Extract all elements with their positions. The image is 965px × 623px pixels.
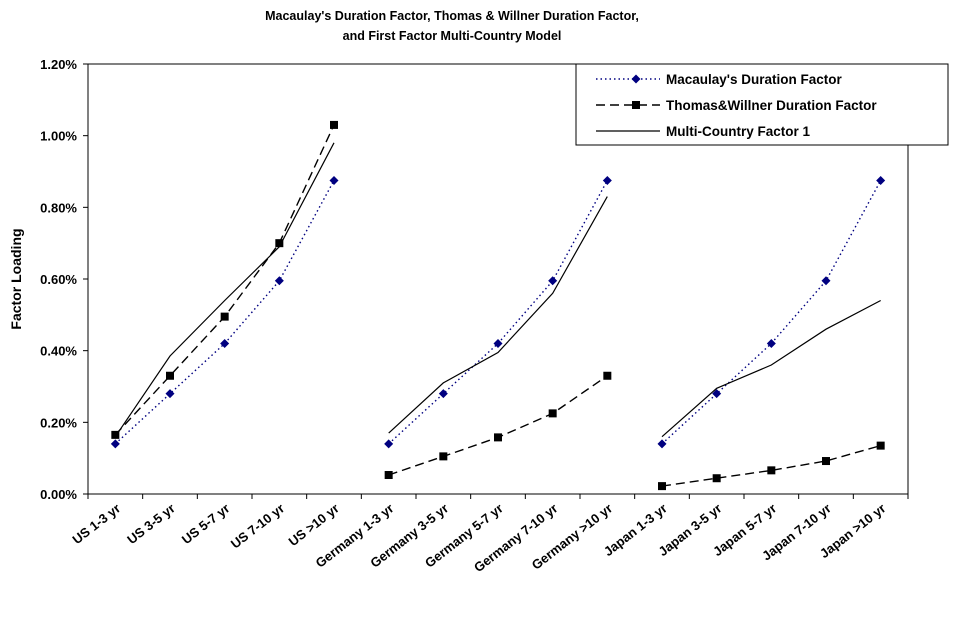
legend-item-thomas-willner: Thomas&Willner Duration Factor bbox=[596, 98, 877, 113]
data-point bbox=[439, 452, 448, 461]
legend-label-thomas-willner: Thomas&Willner Duration Factor bbox=[666, 98, 877, 113]
data-point bbox=[822, 457, 830, 466]
series-macaulay-s-duration-factor bbox=[110, 175, 886, 449]
legend-marker-diamond-icon bbox=[631, 74, 641, 84]
legend: Macaulay's Duration Factor Thomas&Willne… bbox=[575, 63, 949, 146]
series-line-segment bbox=[388, 375, 608, 476]
data-point bbox=[274, 276, 284, 286]
data-point bbox=[712, 389, 722, 399]
series-thomas-willner-duration-factor bbox=[111, 120, 885, 491]
data-point bbox=[603, 371, 612, 380]
y-tick-label: 0.20% bbox=[40, 415, 77, 430]
series-line-segment bbox=[661, 299, 881, 438]
data-point bbox=[220, 312, 229, 321]
chart-title-line1: Macaulay's Duration Factor, Thomas & Wil… bbox=[265, 9, 639, 23]
data-point bbox=[767, 466, 776, 475]
data-point bbox=[493, 339, 503, 348]
data-point bbox=[821, 276, 831, 286]
series-multi-country-factor-1 bbox=[114, 142, 881, 438]
data-point bbox=[275, 239, 284, 248]
data-point bbox=[657, 439, 667, 449]
y-tick-label: 0.80% bbox=[40, 200, 77, 215]
data-point bbox=[220, 339, 230, 348]
series-line-segment bbox=[388, 196, 608, 434]
chart-title-line2: and First Factor Multi-Country Model bbox=[343, 29, 562, 43]
series-line-segment bbox=[661, 444, 881, 487]
series-line-segment bbox=[114, 142, 335, 438]
data-point bbox=[110, 439, 120, 449]
series-line-segment bbox=[661, 180, 882, 445]
series-line-segment bbox=[114, 180, 335, 445]
data-point bbox=[494, 433, 502, 442]
y-tick-label: 0.60% bbox=[40, 272, 77, 287]
series-line-segment bbox=[388, 180, 608, 445]
data-point bbox=[165, 389, 175, 399]
data-point bbox=[548, 276, 558, 286]
y-axis-label: Factor Loading bbox=[8, 228, 24, 329]
series-layer bbox=[110, 120, 886, 491]
legend-label-multi-country: Multi-Country Factor 1 bbox=[666, 124, 810, 139]
data-point bbox=[658, 482, 666, 491]
legend-item-macaulay: Macaulay's Duration Factor bbox=[596, 72, 843, 87]
data-point bbox=[330, 120, 338, 129]
y-tick-label: 1.20% bbox=[40, 57, 77, 72]
data-point bbox=[329, 175, 339, 185]
data-point bbox=[602, 175, 612, 185]
data-point bbox=[876, 441, 885, 450]
x-tick-label: US 7-10 yr bbox=[228, 501, 287, 552]
legend-item-multi-country: Multi-Country Factor 1 bbox=[596, 124, 810, 139]
y-tick-label: 0.00% bbox=[40, 487, 77, 502]
data-point bbox=[111, 430, 120, 439]
legend-label-macaulay: Macaulay's Duration Factor bbox=[666, 72, 843, 87]
data-point bbox=[384, 439, 394, 449]
y-tick-label: 0.40% bbox=[40, 344, 77, 359]
y-tick-label: 1.00% bbox=[40, 129, 77, 144]
legend-marker-square-icon bbox=[632, 101, 640, 109]
data-point bbox=[548, 409, 557, 418]
x-tick-label: US 5-7 yr bbox=[179, 501, 233, 548]
data-point bbox=[712, 474, 721, 483]
x-tick-label: US 3-5 yr bbox=[124, 501, 178, 548]
data-point bbox=[384, 471, 393, 480]
data-point bbox=[438, 389, 448, 399]
data-point bbox=[876, 175, 886, 185]
x-tick-label: US 1-3 yr bbox=[70, 501, 124, 548]
data-point bbox=[766, 339, 776, 348]
data-point bbox=[166, 371, 174, 380]
